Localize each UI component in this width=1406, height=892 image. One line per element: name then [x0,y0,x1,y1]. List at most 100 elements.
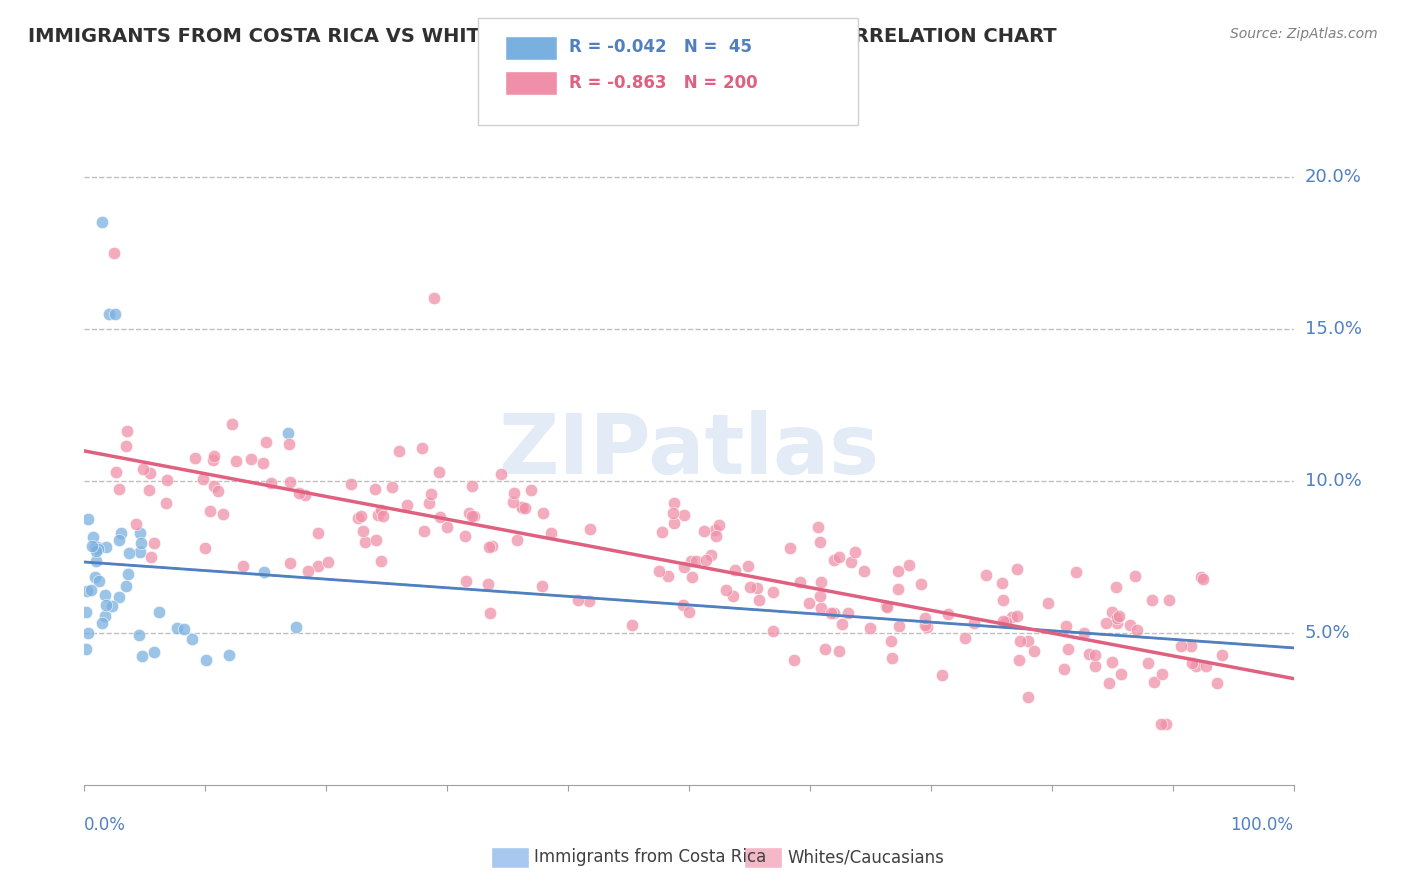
Point [75,641,97,656]
Point [1101,655,1123,669]
Point [704,524,727,538]
Point [108,482,131,496]
Point [1001,610,1024,624]
Point [502,485,524,500]
Point [193,541,215,555]
Text: 100.0%: 100.0% [1230,816,1294,834]
Point [166,621,188,635]
Point [427,465,450,479]
Point [991,576,1014,591]
Point [115,439,138,453]
Point [797,597,820,611]
Text: ZIPatlas: ZIPatlas [499,410,879,491]
Point [991,593,1014,607]
Point [254,435,277,450]
Point [1108,609,1130,624]
Point [808,535,831,549]
Point [579,522,602,536]
Text: Source: ZipAtlas.com: Source: ZipAtlas.com [1230,27,1378,41]
Point [1036,596,1059,610]
Point [661,506,683,520]
Point [823,606,845,620]
Point [101,599,124,613]
Point [148,605,170,619]
Point [1150,717,1173,731]
Point [1077,647,1099,661]
Point [418,496,440,510]
Point [724,563,747,577]
Point [202,479,225,493]
Point [221,417,243,432]
Point [651,524,673,539]
Point [1195,658,1218,673]
Point [83,540,105,554]
Text: 0.0%: 0.0% [84,816,127,834]
Point [1052,662,1074,676]
Text: R = -0.042   N =  45: R = -0.042 N = 45 [569,38,752,56]
Point [1066,565,1088,579]
Point [79,583,101,598]
Point [288,486,311,500]
Point [94,588,117,602]
Point [83,570,105,584]
Point [128,627,150,641]
Point [461,478,484,492]
Point [436,520,458,534]
Point [129,536,152,550]
Point [1125,569,1147,583]
Point [128,525,150,540]
Point [260,475,283,490]
Point [695,553,717,567]
Point [540,525,562,540]
Point [737,558,759,573]
Point [76,605,98,619]
Point [191,472,214,486]
Point [458,506,481,520]
Point [1007,562,1029,576]
Point [1008,634,1031,648]
Point [181,632,204,646]
Point [76,583,98,598]
Point [1022,643,1045,657]
Point [294,488,316,502]
Text: 10.0%: 10.0% [1305,472,1361,490]
Point [1142,592,1164,607]
Point [139,466,162,480]
Point [240,452,263,467]
Point [173,622,195,636]
Point [1005,609,1028,624]
Point [138,483,160,497]
Point [461,509,484,524]
Point [429,510,451,524]
Point [107,590,129,604]
Text: Whites/Caucasians: Whites/Caucasians [787,848,945,866]
Point [225,454,247,468]
Point [84,544,107,558]
Point [1109,666,1132,681]
Point [530,579,553,593]
Point [207,484,229,499]
Point [350,509,373,524]
Point [1073,625,1095,640]
Point [1017,690,1039,704]
Point [94,608,117,623]
Point [887,619,910,633]
Point [364,533,387,547]
Point [347,510,370,524]
Point [104,307,127,321]
Point [381,479,404,493]
Point [789,575,811,590]
Point [779,541,801,555]
Point [837,606,859,620]
Point [218,648,240,663]
Point [1017,633,1039,648]
Point [578,594,600,608]
Point [1126,623,1149,637]
Point [118,546,141,560]
Point [648,564,671,578]
Point [96,599,118,613]
Point [828,549,851,564]
Point [831,616,853,631]
Point [1180,639,1202,653]
Point [502,495,524,509]
